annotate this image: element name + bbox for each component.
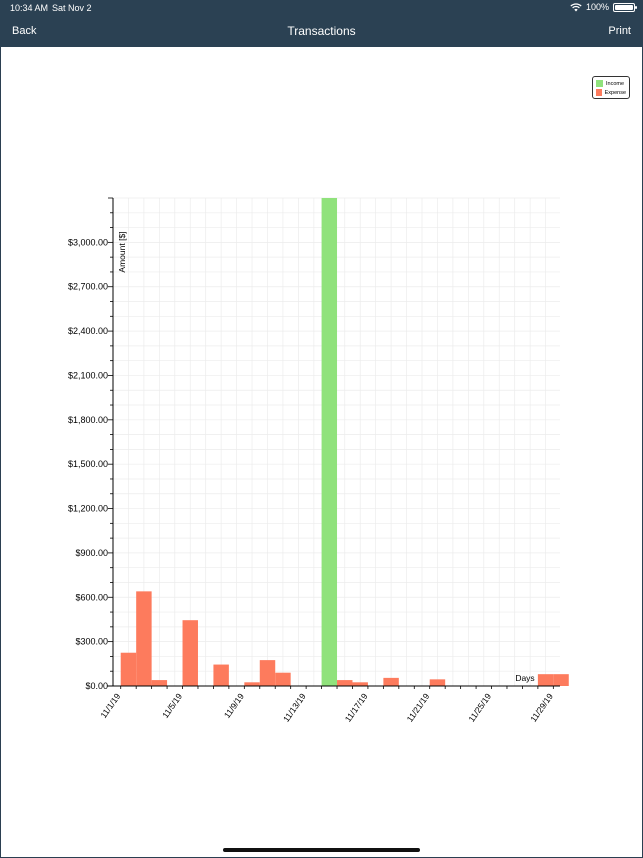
bar-expense-day-9: [244, 682, 260, 686]
y-tick-label: $0.00: [85, 681, 108, 691]
x-tick-label: 11/25/19: [466, 691, 493, 724]
status-date: Sat Nov 2: [52, 3, 92, 13]
battery-percent: 100%: [585, 2, 609, 12]
bar-expense-day-3: [151, 680, 168, 686]
y-tick-label: $1,200.00: [68, 504, 108, 514]
legend-label-expense: Expense: [604, 89, 626, 96]
y-axis-label: Amount [$]: [117, 231, 127, 272]
bar-expense-day-21: [429, 679, 446, 686]
y-tick-label: $300.00: [75, 637, 108, 647]
legend-swatch-expense: [596, 89, 602, 96]
y-tick-label: $2,100.00: [68, 370, 108, 380]
wifi-icon: [570, 2, 582, 11]
bar-expense-day-29: [553, 674, 569, 686]
x-tick-label: 11/21/19: [405, 691, 432, 724]
bar-expense-day-11: [275, 672, 291, 686]
x-tick-label: 11/17/19: [343, 691, 370, 724]
bar-expense-day-1: [120, 652, 137, 686]
print-button[interactable]: Print: [608, 25, 631, 37]
y-tick-label: $2,700.00: [68, 282, 108, 292]
legend-item-expense: Expense: [596, 88, 626, 97]
x-tick-label: 11/9/19: [222, 691, 246, 720]
y-tick-label: $1,800.00: [68, 415, 108, 425]
bar-income-day-14: [321, 198, 338, 686]
chart-legend: Income Expense: [592, 76, 630, 99]
bar-expense-day-7: [213, 664, 229, 686]
bar-expense-day-10: [259, 660, 276, 686]
x-tick-label: 11/29/19: [528, 691, 555, 724]
y-tick-label: $600.00: [75, 592, 108, 602]
bar-expense-day-18: [383, 677, 399, 686]
page-title: Transactions: [287, 24, 356, 38]
home-indicator: [223, 848, 420, 852]
navigation-bar: 10:34 AM Sat Nov 2 100% Back Transaction…: [0, 0, 643, 47]
legend-item-income: Income: [596, 79, 626, 88]
x-tick-label: 11/1/19: [98, 691, 122, 720]
y-tick-label: $3,000.00: [68, 237, 108, 247]
battery-icon: [613, 2, 637, 12]
status-time: 10:34 AM: [10, 3, 49, 13]
y-tick-label: $1,500.00: [68, 459, 108, 469]
bar-expense-day-28: [537, 674, 554, 686]
back-button[interactable]: Back: [12, 25, 37, 37]
y-tick-label: $900.00: [75, 548, 108, 558]
x-tick-label: 11/5/19: [160, 691, 184, 720]
bar-expense-day-16: [352, 682, 368, 686]
x-axis-label: Days: [515, 673, 534, 683]
bar-expense-day-5: [182, 620, 198, 686]
status-indicators: 100%: [570, 2, 637, 12]
y-tick-label: $2,400.00: [68, 326, 108, 336]
legend-label-income: Income: [606, 80, 625, 87]
bar-expense-day-2: [136, 591, 152, 686]
legend-swatch-income: [596, 80, 603, 87]
bar-expense-day-15: [337, 680, 353, 686]
x-tick-label: 11/13/19: [281, 691, 308, 724]
